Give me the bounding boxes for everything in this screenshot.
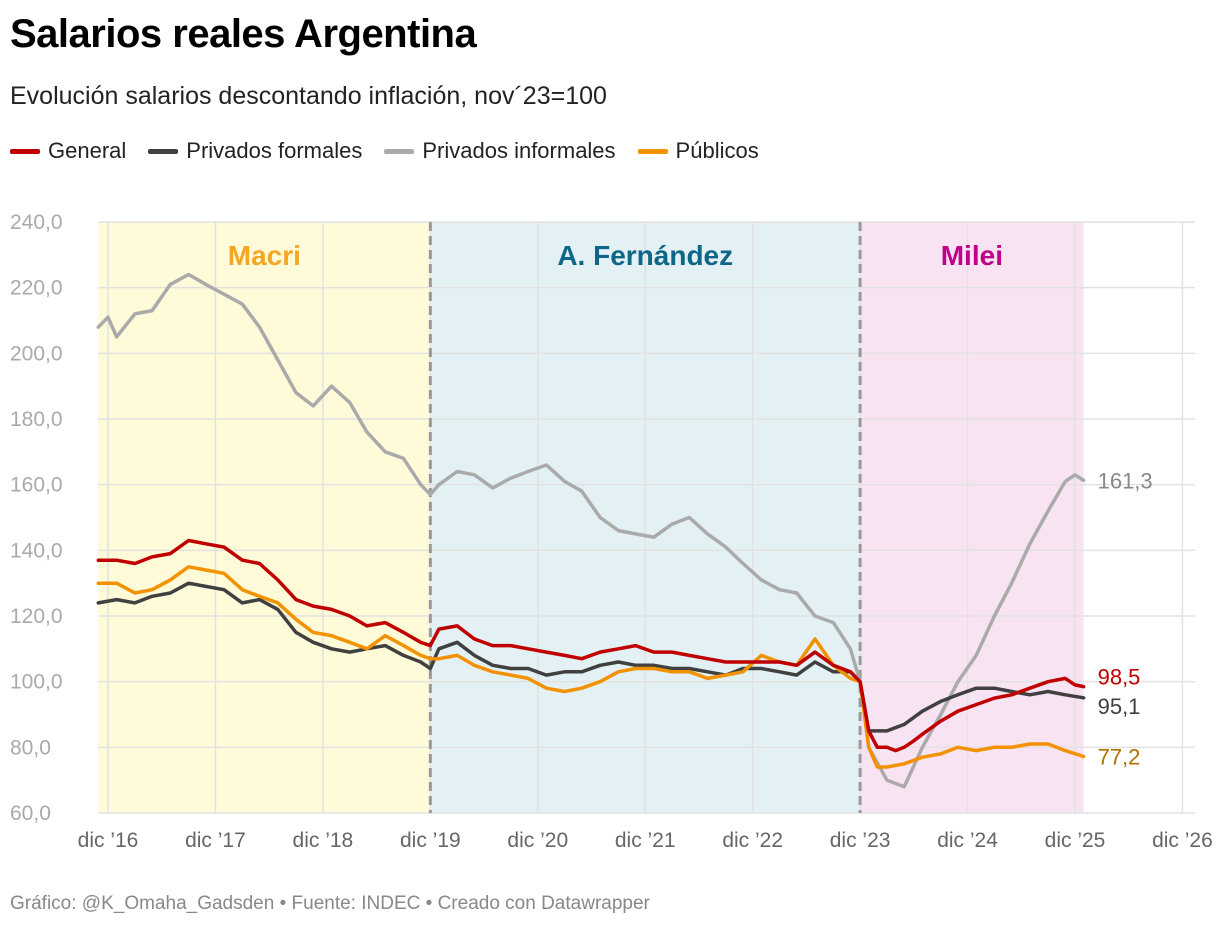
y-tick-label: 180,0 [10,408,63,431]
series-line-formales [96,581,1086,733]
legend-swatch-general [10,148,40,154]
footer-credit: Gráfico: @K_Omaha_Gadsden [10,893,275,914]
y-tick-label: 120,0 [10,605,63,628]
x-tick-label: dic ’18 [293,829,354,852]
footer-separator: • [274,893,292,914]
x-tick-label: dic ’20 [507,829,568,852]
series-line-general [96,538,1086,753]
footer: Gráfico: @K_Omaha_Gadsden • Fuente: INDE… [10,893,650,915]
footer-tool: Creado con Datawrapper [437,893,650,914]
period-band-1 [98,222,431,813]
legend: General Privados formales Privados infor… [10,138,759,164]
x-tick-label: dic ’17 [185,829,246,852]
legend-label-informales: Privados informales [422,138,616,163]
series-line-informales [96,272,1086,789]
x-tick-label: dic ’16 [78,829,139,852]
legend-swatch-formales [148,148,179,154]
x-tick-label: dic ’25 [1045,829,1106,852]
end-label-publicos: 77,2 [1098,745,1141,770]
y-tick-label: 240,0 [10,211,63,234]
series-line-publicos [96,565,1086,769]
y-tick-label: 160,0 [10,474,63,497]
footer-source: Fuente: INDEC [291,893,421,914]
x-tick-label: dic ’22 [722,829,783,852]
line-chart: 60,0 80,0 100,0 120,0 140,0 160,0 180,0 200,0 22… [10,211,1213,852]
legend-label-formales: Privados formales [186,138,363,163]
legend-label-publicos: Públicos [675,138,759,163]
y-tick-label: 220,0 [10,277,63,300]
legend-item-formales: Privados formales [148,138,362,164]
chart-subtitle: Evolución salarios descontando inflación… [10,82,607,110]
legend-swatch-publicos [637,148,668,154]
end-label-general: 98,5 [1098,665,1141,690]
y-tick-label: 80,0 [10,736,51,759]
legend-item-informales: Privados informales [384,138,616,164]
end-label-formales: 95,1 [1098,694,1141,719]
x-tick-label: dic ’21 [615,829,676,852]
end-label-informales: 161,3 [1098,468,1153,493]
y-tick-label: 200,0 [10,342,63,365]
legend-swatch-informales [384,148,415,154]
period-label: Macri [228,240,301,271]
x-tick-label: dic ’26 [1152,829,1213,852]
chart-title: Salarios reales Argentina [10,12,477,56]
x-tick-label: dic ’23 [830,829,891,852]
y-tick-label: 60,0 [10,802,51,825]
y-tick-label: 100,0 [10,671,63,694]
period-label: A. Fernández [557,240,733,271]
y-tick-label: 140,0 [10,539,63,562]
legend-item-general: General [10,138,126,164]
legend-label-general: General [48,138,127,163]
x-tick-label: dic ’24 [937,829,998,852]
legend-item-publicos: Públicos [637,138,759,164]
period-band-3 [860,222,1084,813]
footer-separator: • [420,893,438,914]
period-label: Milei [941,240,1003,271]
x-tick-label: dic ’19 [400,829,461,852]
